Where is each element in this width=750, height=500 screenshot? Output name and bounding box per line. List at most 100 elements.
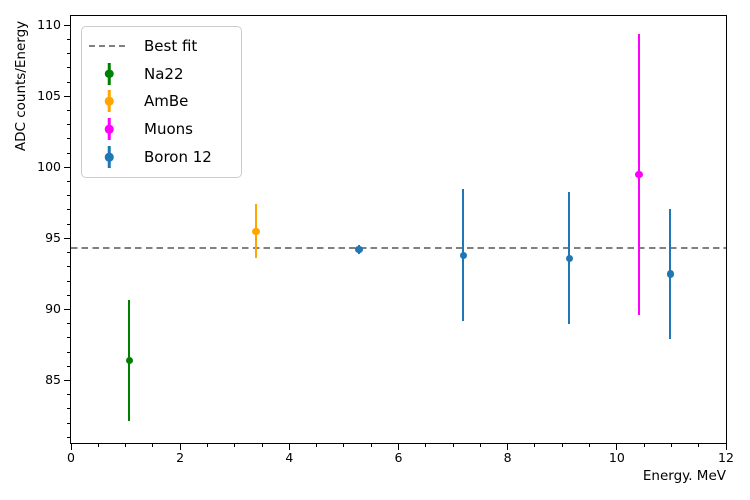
x-axis-minor-tick	[152, 444, 154, 447]
y-axis-minor-tick	[67, 67, 70, 69]
y-axis-minor-tick	[67, 436, 70, 438]
data-point-marker	[459, 251, 468, 260]
y-axis-minor-tick	[67, 209, 70, 211]
y-axis-minor-tick	[67, 124, 70, 126]
legend-item-label: Muons	[144, 120, 193, 139]
x-axis-minor-tick	[97, 444, 99, 447]
legend-item: AmBe	[82, 88, 241, 116]
y-axis-minor-tick	[67, 408, 70, 410]
legend-errorbar-dot	[104, 69, 114, 78]
best-fit-line	[71, 247, 726, 250]
legend-errorbar-dot	[104, 125, 114, 134]
x-axis-minor-tick	[425, 444, 427, 447]
y-axis-minor-tick	[67, 266, 70, 268]
y-axis-minor-tick	[67, 38, 70, 40]
y-axis-tick	[64, 95, 70, 97]
y-tick-label: 110	[37, 16, 61, 32]
legend-item-label: Na22	[144, 64, 184, 83]
x-axis-label: Energy. MeV	[642, 468, 726, 484]
x-axis-tick	[70, 444, 72, 450]
y-axis-minor-tick	[67, 252, 70, 254]
y-axis-minor-tick	[67, 195, 70, 197]
x-axis-minor-tick	[261, 444, 263, 447]
legend-errorbar-dot	[104, 97, 114, 106]
x-axis-minor-tick	[206, 444, 208, 447]
legend-item: Muons	[82, 115, 241, 143]
y-axis-minor-tick	[67, 422, 70, 424]
legend-item: Boron 12	[82, 143, 241, 171]
x-axis-tick	[725, 444, 727, 450]
y-axis-tick	[64, 166, 70, 168]
y-axis-minor-tick	[67, 53, 70, 55]
y-axis-tick	[64, 237, 70, 239]
dashed-line-icon	[87, 35, 131, 57]
y-axis-minor-tick	[67, 81, 70, 83]
y-axis-minor-tick	[67, 223, 70, 225]
errorbar-icon	[87, 146, 131, 169]
y-tick-label: 95	[45, 229, 61, 245]
legend-dash-sample	[89, 44, 129, 47]
x-axis-minor-tick	[643, 444, 645, 447]
x-tick-label: 12	[718, 450, 734, 465]
y-axis-minor-tick	[67, 394, 70, 396]
x-axis-minor-tick	[370, 444, 372, 447]
y-axis-minor-tick	[67, 152, 70, 154]
y-axis-tick	[64, 379, 70, 381]
x-axis-tick	[507, 444, 509, 450]
errorbar-icon	[87, 118, 131, 141]
y-tick-label: 90	[45, 300, 61, 316]
data-point-marker	[565, 254, 574, 263]
x-axis-tick	[398, 444, 399, 450]
x-axis-minor-tick	[589, 444, 591, 447]
y-axis-label: ADC counts/Energy	[13, 20, 29, 152]
x-axis-minor-tick	[670, 444, 672, 447]
x-axis-minor-tick	[316, 444, 318, 447]
x-axis-minor-tick	[698, 444, 700, 447]
y-axis-minor-tick	[67, 337, 70, 339]
y-axis-minor-tick	[67, 365, 70, 367]
legend: Best fit Na22 AmBe Muons Boron 12	[81, 26, 242, 178]
x-tick-label: 8	[503, 450, 512, 465]
errorbar-icon	[87, 62, 131, 85]
x-tick-label: 2	[176, 450, 185, 465]
legend-item: Na22	[82, 60, 241, 88]
y-axis-minor-tick	[67, 109, 70, 111]
y-axis-tick	[64, 308, 70, 310]
data-point-marker	[355, 245, 363, 254]
data-point-marker	[666, 270, 675, 278]
y-axis-minor-tick	[67, 294, 70, 296]
y-tick-label: 85	[45, 371, 61, 387]
x-axis-tick	[616, 444, 618, 450]
y-axis-minor-tick	[67, 138, 70, 140]
x-axis-minor-tick	[234, 444, 236, 447]
x-axis-minor-tick	[561, 444, 563, 447]
x-axis-tick	[179, 444, 181, 450]
x-axis-tick	[288, 444, 290, 450]
legend-item-label: AmBe	[144, 92, 189, 111]
legend-item-label: Boron 12	[144, 148, 212, 167]
x-axis-minor-tick	[479, 444, 481, 447]
x-tick-label: 0	[67, 450, 75, 465]
data-point-marker	[252, 227, 260, 236]
y-axis-minor-tick	[67, 280, 70, 282]
x-tick-label: 10	[608, 450, 625, 465]
plot-area	[70, 15, 727, 444]
y-axis-tick	[64, 24, 70, 26]
y-axis-minor-tick	[67, 323, 70, 325]
data-point-marker	[125, 356, 134, 365]
y-axis-minor-tick	[67, 181, 70, 183]
x-axis-minor-tick	[125, 444, 127, 447]
errorbar-icon	[87, 90, 131, 113]
x-axis-minor-tick	[343, 444, 345, 447]
x-axis-minor-tick	[534, 444, 536, 447]
data-point-marker	[635, 170, 643, 179]
legend-errorbar-dot	[104, 152, 114, 162]
y-axis-minor-tick	[67, 351, 70, 353]
legend-item: Best fit	[82, 32, 241, 60]
x-tick-label: 4	[285, 450, 294, 465]
x-axis-minor-tick	[452, 444, 454, 447]
y-tick-label: 105	[37, 87, 61, 103]
x-tick-label: 6	[394, 450, 403, 465]
